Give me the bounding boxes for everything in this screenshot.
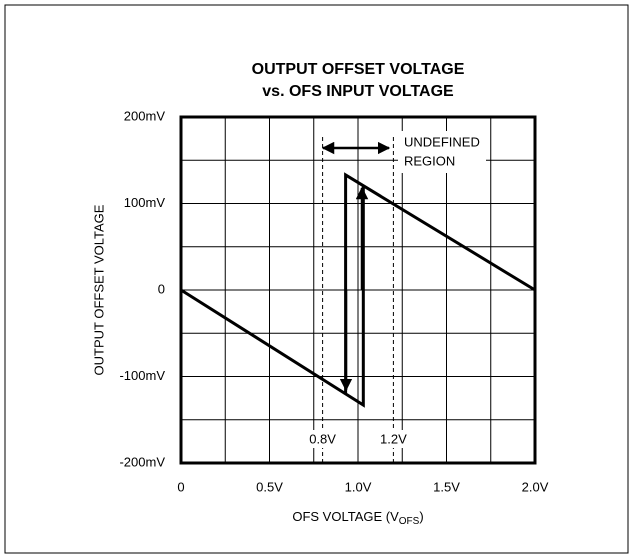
x-tick-label: 2.0V: [522, 479, 549, 494]
y-tick-label: -200mV: [119, 454, 165, 469]
y-tick-label: 200mV: [124, 108, 166, 123]
annotation: UNDEFINED: [404, 134, 480, 149]
chart-title: vs. OFS INPUT VOLTAGE: [262, 83, 454, 100]
y-tick-label: 0: [158, 281, 165, 296]
reference-label-bg: [306, 430, 339, 448]
x-axis-label: OFS VOLTAGE (VOFS): [292, 509, 423, 526]
reference-label: 1.2V: [380, 431, 407, 446]
x-tick-label: 0.5V: [256, 479, 283, 494]
annotation: REGION: [404, 153, 455, 168]
border: [4, 4, 629, 554]
x-axis-label-end: ): [419, 509, 423, 524]
y-tick-label: -100mV: [119, 368, 165, 383]
chart-title: OUTPUT OFFSET VOLTAGE: [252, 61, 465, 78]
x-tick-label: 1.5V: [433, 479, 460, 494]
reference-label-bg: [377, 430, 410, 448]
x-tick-label: 0: [177, 479, 184, 494]
reference-label: 0.8V: [309, 431, 336, 446]
y-tick-label: 100mV: [124, 195, 166, 210]
x-axis-label-text: OFS VOLTAGE (V: [292, 509, 399, 524]
annotation-bg: [398, 131, 486, 173]
x-axis-label-sub: OFS: [399, 516, 420, 527]
y-axis-label: OUTPUT OFFSET VOLTAGE: [91, 204, 106, 375]
x-tick-label: 1.0V: [345, 479, 372, 494]
